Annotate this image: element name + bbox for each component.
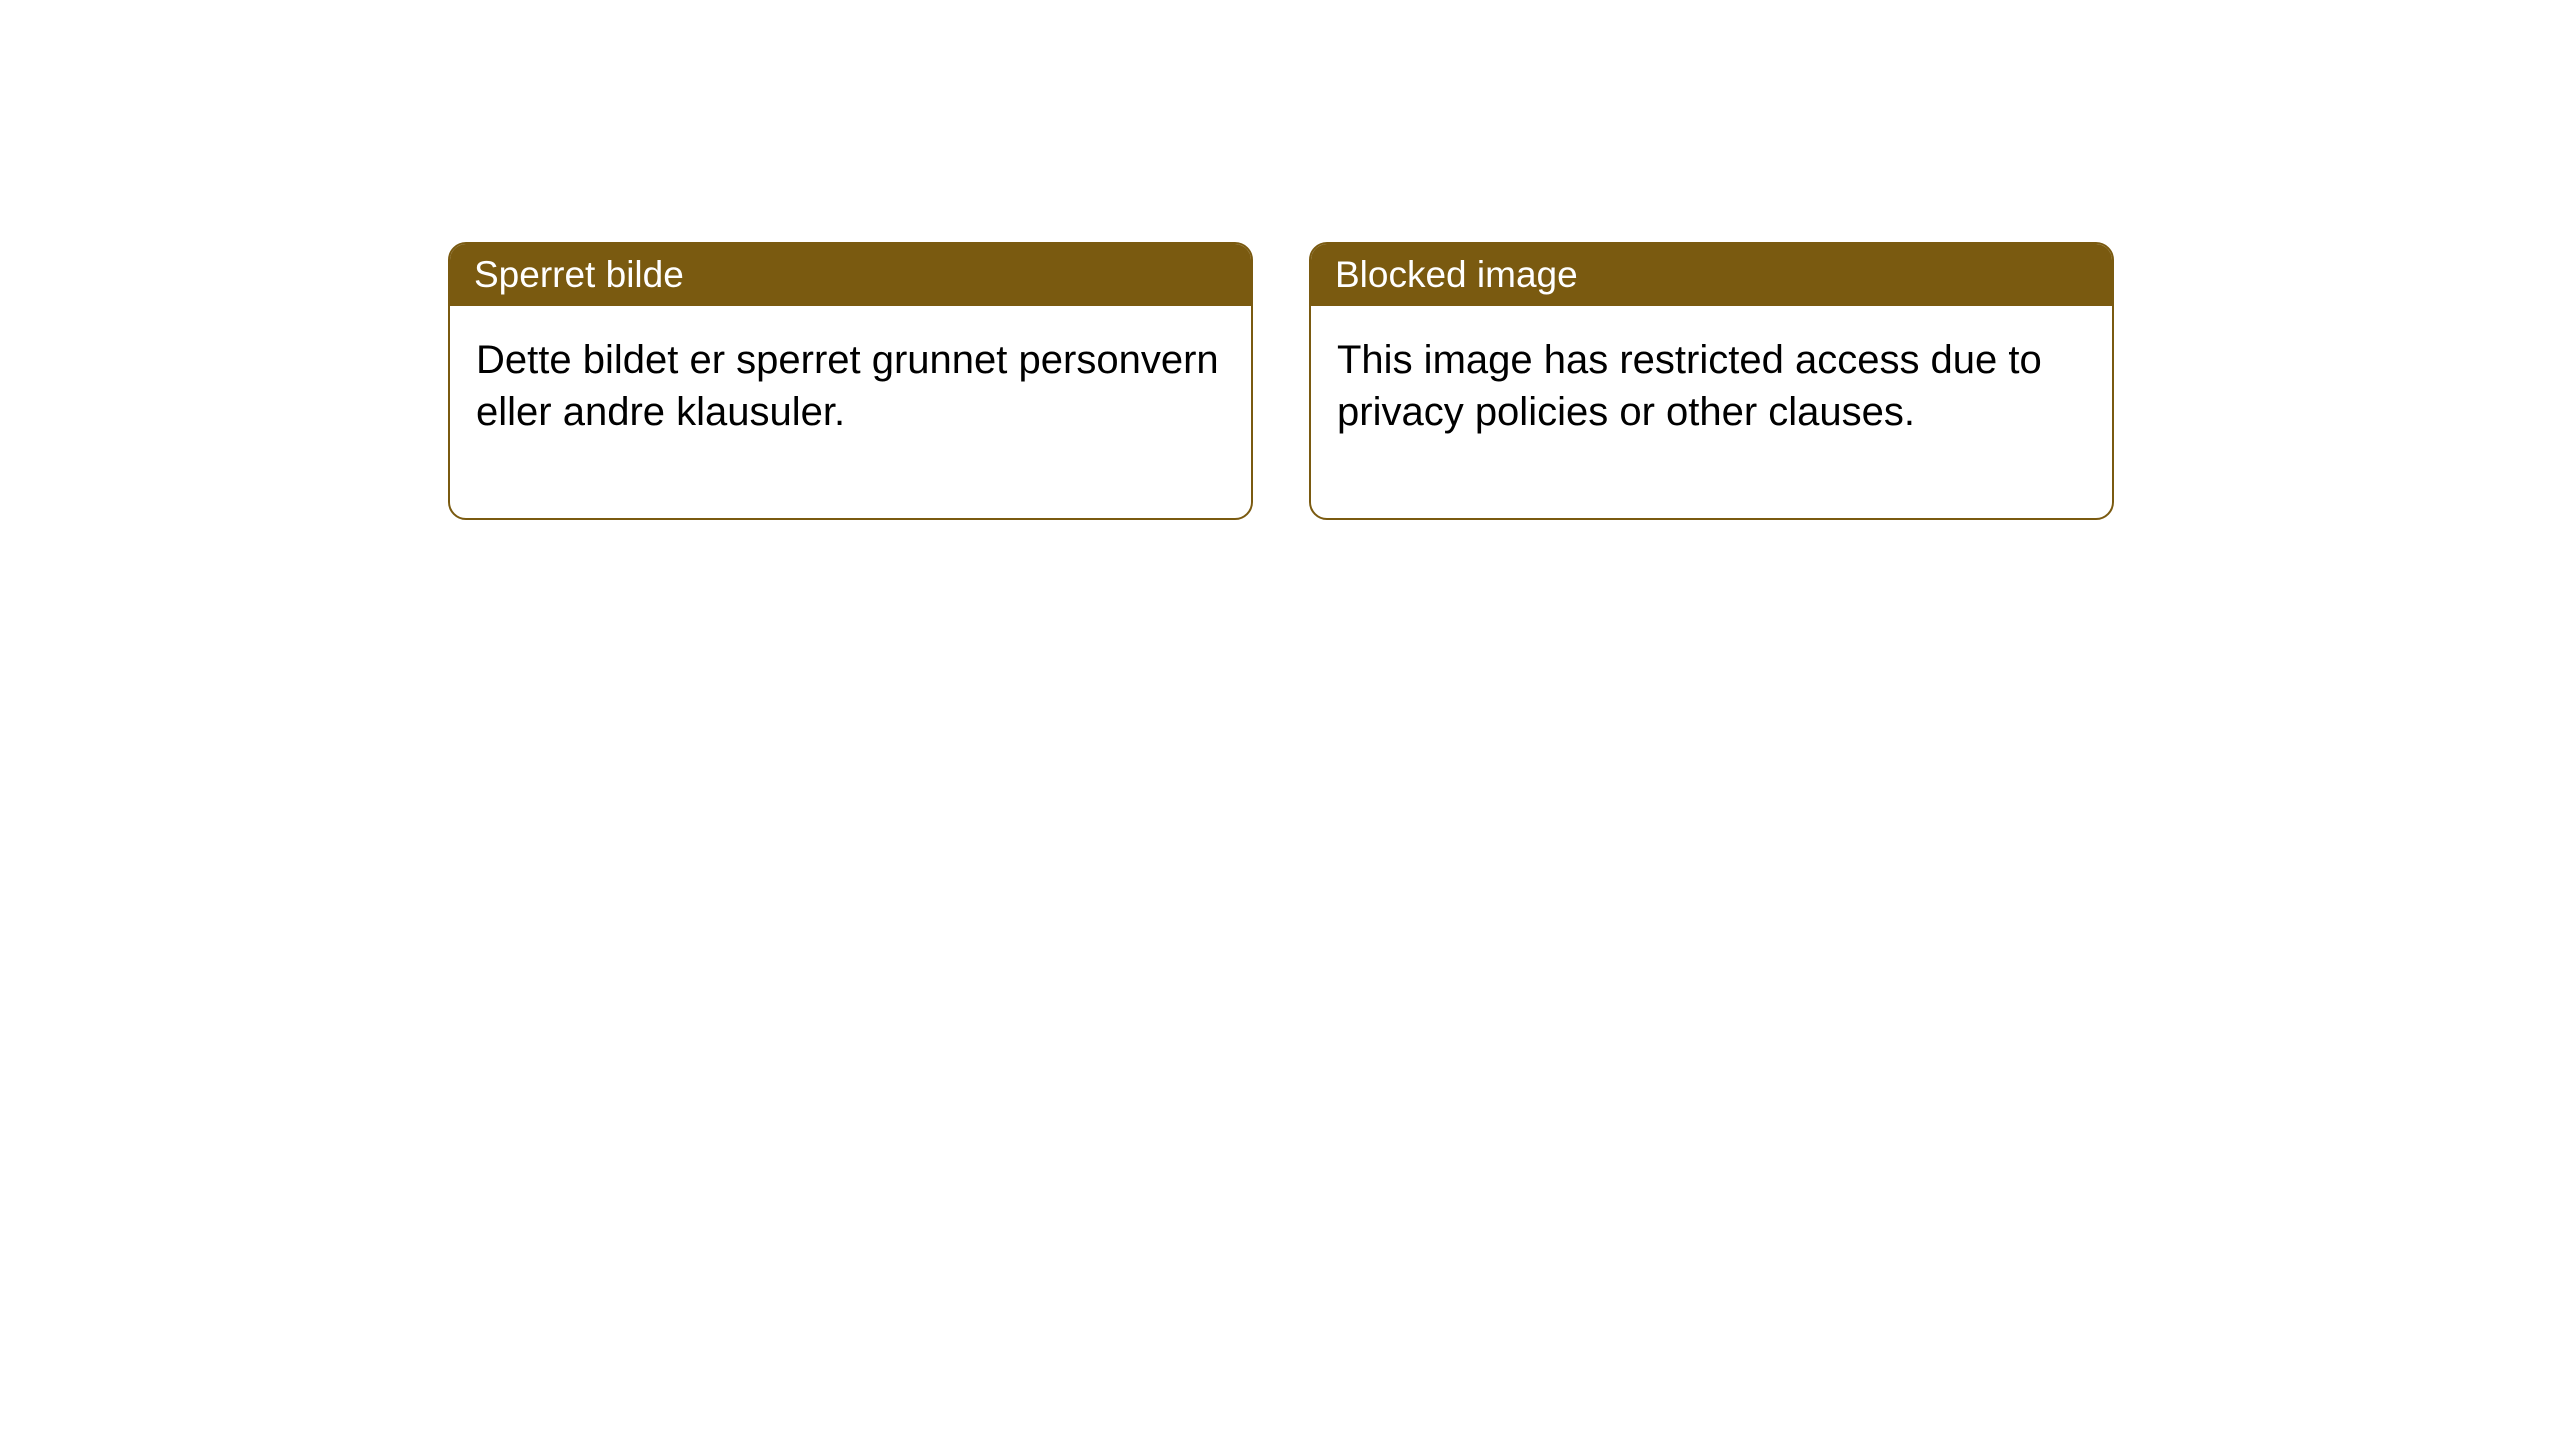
notice-header-no: Sperret bilde xyxy=(450,244,1251,306)
notice-card-en: Blocked image This image has restricted … xyxy=(1309,242,2114,520)
notice-body-no: Dette bildet er sperret grunnet personve… xyxy=(450,306,1251,518)
notice-message-no: Dette bildet er sperret grunnet personve… xyxy=(476,338,1219,434)
notice-header-en: Blocked image xyxy=(1311,244,2112,306)
notice-container: Sperret bilde Dette bildet er sperret gr… xyxy=(448,242,2114,520)
notice-title-no: Sperret bilde xyxy=(474,254,684,295)
notice-card-no: Sperret bilde Dette bildet er sperret gr… xyxy=(448,242,1253,520)
notice-message-en: This image has restricted access due to … xyxy=(1337,338,2042,434)
notice-body-en: This image has restricted access due to … xyxy=(1311,306,2112,518)
notice-title-en: Blocked image xyxy=(1335,254,1578,295)
